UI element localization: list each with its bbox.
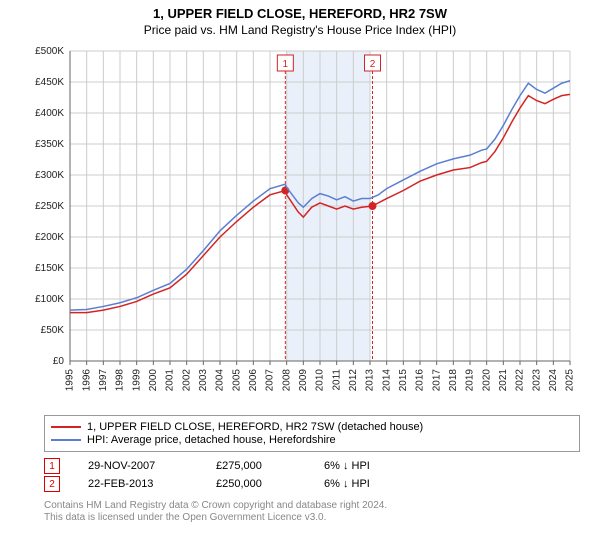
- svg-text:£300K: £300K: [35, 170, 64, 181]
- svg-text:2013: 2013: [365, 369, 376, 392]
- svg-text:2019: 2019: [465, 369, 476, 392]
- svg-text:£250K: £250K: [35, 201, 64, 212]
- sale-vs-hpi: 6% ↓ HPI: [324, 478, 404, 490]
- svg-text:2025: 2025: [565, 369, 576, 392]
- footnote-line: This data is licensed under the Open Gov…: [44, 512, 580, 523]
- svg-text:2: 2: [370, 59, 376, 70]
- svg-text:1998: 1998: [115, 369, 126, 392]
- svg-text:£450K: £450K: [35, 77, 64, 88]
- legend-label: HPI: Average price, detached house, Here…: [87, 434, 336, 446]
- legend-item: HPI: Average price, detached house, Here…: [51, 434, 573, 446]
- legend-swatch: [51, 426, 81, 428]
- footnote-line: Contains HM Land Registry data © Crown c…: [44, 500, 580, 511]
- svg-text:£400K: £400K: [35, 108, 64, 119]
- legend: 1, UPPER FIELD CLOSE, HEREFORD, HR2 7SW …: [44, 415, 580, 452]
- svg-text:£100K: £100K: [35, 294, 64, 305]
- svg-text:£50K: £50K: [41, 325, 65, 336]
- svg-text:1995: 1995: [65, 369, 76, 392]
- sale-price: £275,000: [216, 460, 296, 472]
- svg-text:2002: 2002: [181, 369, 192, 392]
- marker-badge: 1: [44, 458, 60, 474]
- svg-text:2021: 2021: [498, 369, 509, 392]
- svg-text:2023: 2023: [531, 369, 542, 392]
- chart-plot-area: £0 £50K £100K £150K £200K £250K £300K £350K £400…: [20, 41, 580, 411]
- svg-text:£500K: £500K: [35, 46, 64, 57]
- svg-text:2010: 2010: [315, 369, 326, 392]
- line-chart-svg: £0 £50K £100K £150K £200K £250K £300K £350K £400…: [20, 41, 580, 411]
- legend-swatch: [51, 439, 81, 441]
- svg-text:£350K: £350K: [35, 139, 64, 150]
- svg-text:2007: 2007: [265, 369, 276, 392]
- svg-text:2008: 2008: [281, 369, 292, 392]
- table-row: 1 29-NOV-2007 £275,000 6% ↓ HPI: [44, 458, 580, 474]
- chart-title: 1, UPPER FIELD CLOSE, HEREFORD, HR2 7SW: [0, 0, 600, 21]
- svg-text:2018: 2018: [448, 369, 459, 392]
- svg-text:2020: 2020: [481, 369, 492, 392]
- svg-text:£150K: £150K: [35, 263, 64, 274]
- chart-container: 1, UPPER FIELD CLOSE, HEREFORD, HR2 7SW …: [0, 0, 600, 523]
- footnote: Contains HM Land Registry data © Crown c…: [44, 500, 580, 523]
- svg-text:2011: 2011: [331, 369, 342, 391]
- svg-text:2017: 2017: [431, 369, 442, 392]
- table-row: 2 22-FEB-2013 £250,000 6% ↓ HPI: [44, 476, 580, 492]
- svg-text:2015: 2015: [398, 369, 409, 392]
- chart-subtitle: Price paid vs. HM Land Registry's House …: [0, 21, 600, 41]
- marker-badge: 2: [44, 476, 60, 492]
- svg-text:2014: 2014: [381, 369, 392, 392]
- sale-date: 29-NOV-2007: [88, 460, 188, 472]
- sales-table: 1 29-NOV-2007 £275,000 6% ↓ HPI 2 22-FEB…: [44, 458, 580, 492]
- svg-text:2000: 2000: [148, 369, 159, 392]
- svg-text:2012: 2012: [348, 369, 359, 392]
- legend-label: 1, UPPER FIELD CLOSE, HEREFORD, HR2 7SW …: [87, 421, 423, 433]
- legend-item: 1, UPPER FIELD CLOSE, HEREFORD, HR2 7SW …: [51, 421, 573, 433]
- svg-text:£0: £0: [53, 356, 65, 367]
- svg-text:2004: 2004: [215, 369, 226, 392]
- svg-text:1996: 1996: [81, 369, 92, 392]
- svg-text:2009: 2009: [298, 369, 309, 392]
- sale-vs-hpi: 6% ↓ HPI: [324, 460, 404, 472]
- svg-text:2016: 2016: [415, 369, 426, 392]
- svg-text:2024: 2024: [548, 369, 559, 392]
- svg-text:1997: 1997: [98, 369, 109, 392]
- svg-text:1: 1: [283, 59, 289, 70]
- svg-text:2006: 2006: [248, 369, 259, 392]
- svg-text:2001: 2001: [165, 369, 176, 392]
- sale-price: £250,000: [216, 478, 296, 490]
- svg-text:£200K: £200K: [35, 232, 64, 243]
- svg-text:2022: 2022: [515, 369, 526, 392]
- svg-text:2003: 2003: [198, 369, 209, 392]
- sale-date: 22-FEB-2013: [88, 478, 188, 490]
- svg-text:1999: 1999: [131, 369, 142, 392]
- svg-text:2005: 2005: [231, 369, 242, 392]
